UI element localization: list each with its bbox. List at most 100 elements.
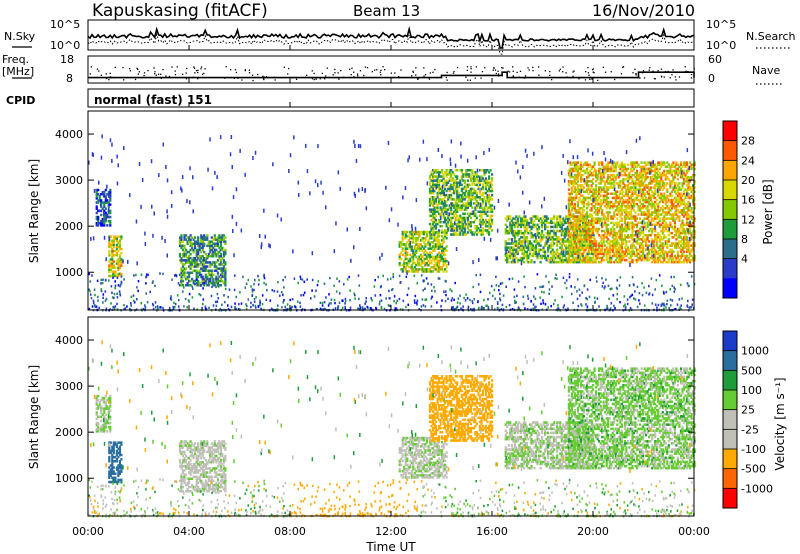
nave-dot (591, 78, 593, 80)
nave-dot (638, 76, 640, 79)
power-cell (185, 284, 188, 287)
power-cell (442, 237, 445, 240)
power-cell (416, 261, 419, 265)
nave-dot (524, 75, 527, 77)
power-cell (413, 253, 416, 257)
power-cell (107, 219, 110, 223)
nave-dot (549, 70, 551, 73)
nave-dot (366, 67, 369, 69)
power-cell (445, 175, 448, 178)
power-cell (444, 247, 447, 250)
power-cell (117, 262, 120, 265)
nave-dot (470, 71, 472, 73)
power-cell (203, 242, 206, 245)
power-cell (436, 255, 439, 259)
power-cell (442, 249, 445, 252)
power-cell (181, 252, 185, 256)
power-cell (444, 204, 447, 207)
power-cell (441, 249, 444, 252)
power-cell (454, 233, 457, 236)
cpid-text: normal (fast) 151 (94, 93, 212, 107)
nave-dot (585, 71, 587, 73)
power-cell (430, 189, 433, 193)
power-cell (436, 175, 439, 178)
power-cell (424, 245, 427, 248)
power-cell (180, 273, 183, 277)
power-cell (120, 247, 123, 251)
power-cell (415, 251, 418, 254)
power-cell (478, 189, 482, 193)
power-cell (117, 264, 120, 267)
power-cell (430, 202, 433, 205)
power-cell (471, 193, 474, 197)
power-cell (457, 185, 460, 189)
power-cell (117, 274, 120, 278)
power-cell (403, 261, 406, 265)
power-cell (436, 222, 439, 226)
power-cell (441, 255, 444, 259)
power-cell (409, 237, 412, 240)
power-cell (463, 233, 466, 236)
power-cell (406, 270, 409, 273)
power-cell (406, 241, 409, 244)
power-cell (404, 255, 407, 259)
power-cell (430, 179, 433, 182)
power-cell (111, 241, 114, 245)
power-cell (463, 191, 466, 195)
power-cell (649, 186, 652, 189)
power-cell (434, 227, 438, 230)
power-cell (428, 202, 432, 205)
power-cell (207, 269, 210, 272)
power-cell (416, 270, 419, 273)
power-cell (480, 187, 483, 191)
power-cell (430, 247, 433, 250)
power-cell (444, 171, 447, 174)
power-cell (457, 204, 460, 207)
power-cell (412, 253, 415, 257)
power-cell (213, 234, 216, 237)
power-cell (613, 227, 616, 231)
power-cell (444, 181, 447, 184)
power-cell (436, 183, 439, 187)
nave-dot (268, 76, 270, 79)
power-cell (460, 187, 463, 191)
power-cell (468, 214, 471, 218)
power-cell (200, 240, 203, 243)
power-cell (419, 253, 422, 257)
power-cell (189, 267, 192, 270)
power-cell (471, 173, 474, 176)
nave-dot (495, 72, 497, 75)
power-cell (439, 212, 442, 216)
nave-dot (394, 72, 396, 74)
power-cell (436, 210, 439, 213)
nave-dot (96, 68, 99, 70)
power-cell (207, 252, 210, 256)
power-cell (103, 201, 106, 204)
nave-dot (154, 73, 156, 75)
nave-dot (494, 69, 497, 71)
power-cell (475, 229, 478, 232)
power-cell (431, 220, 435, 224)
power-cell (181, 240, 185, 243)
nave-dot (326, 67, 328, 69)
power-cell (180, 277, 183, 281)
nave-dot (350, 74, 352, 76)
power-cell (198, 246, 201, 250)
power-cell (97, 193, 100, 196)
power-cell (441, 175, 444, 178)
power-cell (224, 236, 227, 239)
power-cell (469, 204, 472, 207)
nave-dot (357, 75, 359, 77)
power-cell (451, 204, 454, 207)
power-cell (111, 270, 114, 274)
power-cell (111, 260, 114, 263)
power-cell (480, 175, 483, 178)
power-cell (111, 274, 114, 278)
power-cell (97, 219, 100, 223)
power-cell (101, 222, 104, 225)
power-cell (450, 187, 453, 191)
power-cell (469, 202, 472, 205)
power-cell (430, 187, 433, 191)
nave-dot (446, 79, 448, 81)
power-cell (100, 209, 103, 213)
